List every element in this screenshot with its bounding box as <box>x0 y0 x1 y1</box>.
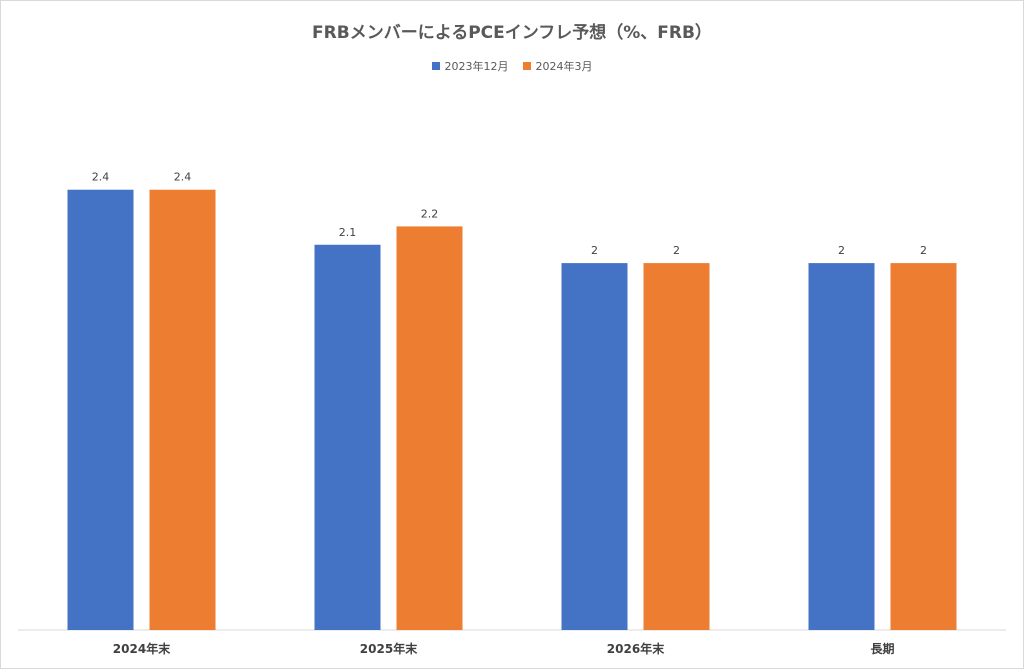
bar-series-2-4 <box>890 263 957 630</box>
bar-series-1-4 <box>808 263 875 630</box>
data-label-series-2-4: 2 <box>920 244 927 257</box>
legend-label-series-1: 2023年12月 <box>444 60 509 73</box>
x-tick-label-1: 2024年末 <box>113 641 171 656</box>
legend-label-series-2: 2024年3月 <box>535 60 593 73</box>
data-label-series-2-3: 2 <box>673 244 680 257</box>
chart-legend: 2023年12月 2024年3月 <box>0 58 1024 74</box>
data-label-series-2-1: 2.4 <box>174 171 192 184</box>
data-label-series-1-3: 2 <box>591 244 598 257</box>
data-label-series-1-1: 2.4 <box>92 171 110 184</box>
legend-swatch-series-1 <box>431 62 440 70</box>
data-label-series-1-2: 2.1 <box>339 226 357 239</box>
bar-series-1-1 <box>67 189 134 631</box>
x-tick-label-2: 2025年末 <box>360 641 418 656</box>
chart-title: FRBメンバーによるPCEインフレ予想（%、FRB） <box>312 23 712 43</box>
bar-series-2-3 <box>643 263 710 630</box>
bar-series-1-2 <box>314 244 381 631</box>
bar-series-2-1 <box>149 189 216 631</box>
legend-swatch-series-2 <box>522 62 531 70</box>
bar-series-2-2 <box>396 226 463 630</box>
legend-item-series-1: 2023年12月 <box>431 58 509 74</box>
legend-item-series-2: 2024年3月 <box>522 58 593 74</box>
data-label-series-2-2: 2.2 <box>421 207 439 220</box>
x-tick-label-3: 2026年末 <box>607 641 665 656</box>
bar-series-1-3 <box>561 263 628 630</box>
x-tick-label-4: 長期 <box>870 641 894 656</box>
data-label-series-1-4: 2 <box>838 244 845 257</box>
